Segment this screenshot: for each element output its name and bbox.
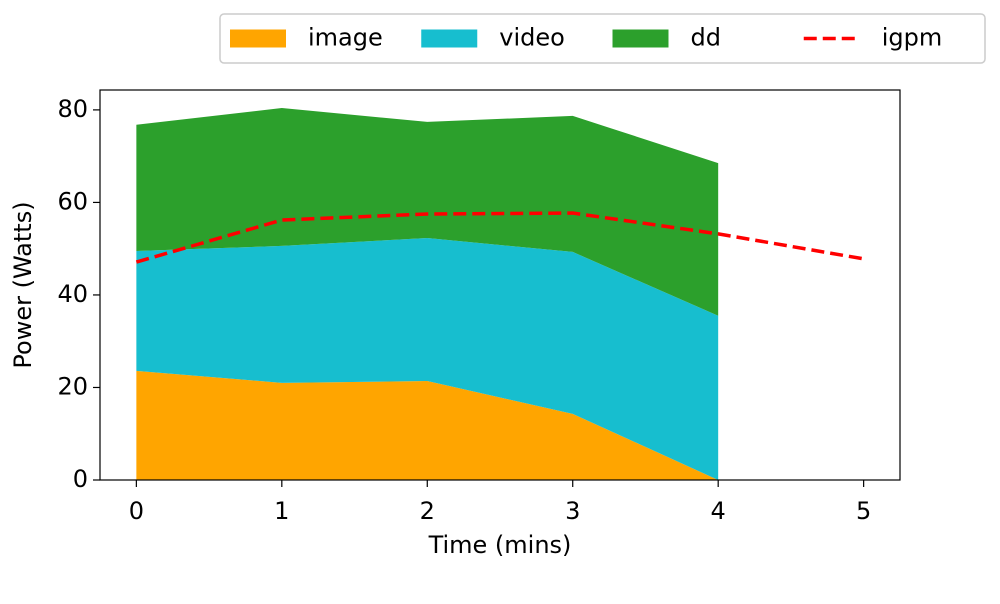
x-tick-label: 1 xyxy=(274,497,289,525)
x-tick-label: 4 xyxy=(711,497,726,525)
y-axis-label: Power (Watts) xyxy=(9,201,37,368)
x-axis-label: Time (mins) xyxy=(428,531,572,559)
y-tick-label: 80 xyxy=(57,95,88,123)
y-tick-label: 40 xyxy=(57,280,88,308)
x-tick-label: 5 xyxy=(856,497,871,525)
y-tick-label: 0 xyxy=(73,465,88,493)
legend-label: video xyxy=(499,24,565,52)
line xyxy=(135,211,864,264)
legend-label: image xyxy=(308,24,383,52)
area xyxy=(136,108,719,316)
legend-swatch xyxy=(612,29,669,48)
area xyxy=(136,238,719,480)
legend-frame xyxy=(219,13,986,64)
x-tick-label: 0 xyxy=(129,497,144,525)
legend-swatch xyxy=(421,29,478,48)
area xyxy=(136,370,719,480)
plot-frame xyxy=(99,89,901,481)
x-tick-label: 2 xyxy=(420,497,435,525)
y-tick-label: 20 xyxy=(57,372,88,400)
legend-label: igpm xyxy=(882,24,943,52)
legend-swatch xyxy=(230,29,286,48)
y-tick-label: 60 xyxy=(57,187,88,215)
legend-label: dd xyxy=(691,24,721,52)
x-tick-label: 3 xyxy=(565,497,580,525)
